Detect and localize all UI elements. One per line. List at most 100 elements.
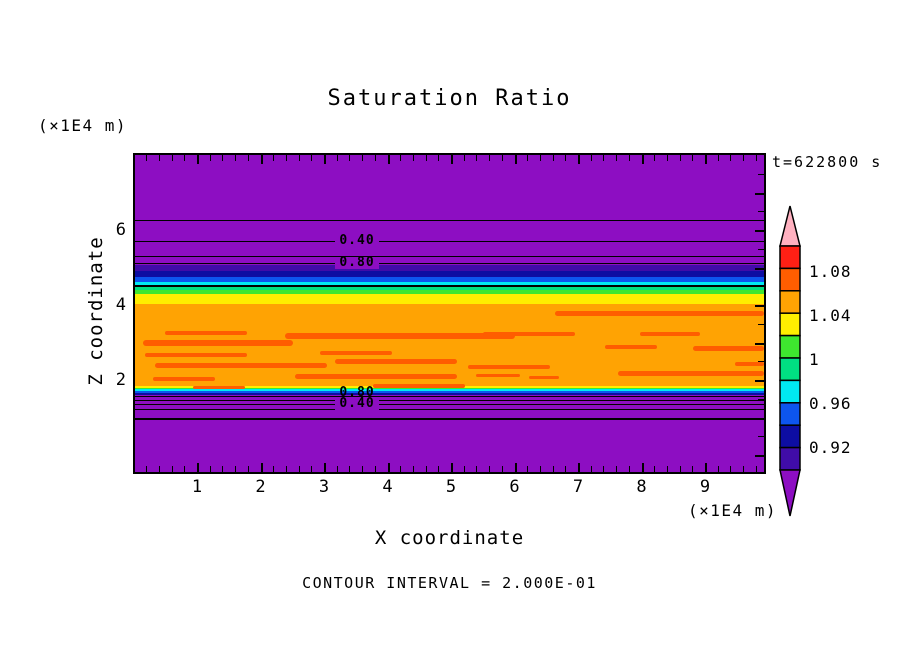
- x-axis-tick: [247, 466, 249, 472]
- x-axis-tick: [527, 466, 529, 472]
- contour-line: [135, 241, 764, 242]
- x-axis-label: X coordinate: [374, 527, 525, 549]
- x-axis-tick: [336, 155, 338, 161]
- x-axis-tick: [641, 155, 644, 164]
- color-band: [135, 392, 764, 395]
- x-axis-tick: [387, 155, 390, 164]
- x-axis-tick: [730, 466, 732, 472]
- saturation-streak: [640, 332, 700, 336]
- z-axis-tick: [755, 417, 764, 420]
- x-axis-tick: [755, 466, 757, 472]
- x-axis-tick: [514, 463, 517, 472]
- x-axis-tick: [501, 466, 503, 472]
- saturation-streak: [295, 374, 457, 379]
- x-tick-label: 3: [318, 477, 330, 497]
- x-axis-tick: [730, 155, 732, 161]
- z-axis-tick: [758, 398, 764, 400]
- x-axis-tick: [476, 155, 478, 161]
- x-axis-tick: [603, 466, 605, 472]
- x-axis-tick: [324, 463, 326, 472]
- x-axis-tick: [285, 466, 287, 472]
- z-axis-tick: [755, 342, 764, 345]
- x-axis-tick: [412, 466, 414, 472]
- contour-line: [135, 263, 764, 264]
- contour-line: [135, 409, 764, 410]
- x-axis-tick: [235, 466, 237, 472]
- x-axis-tick: [273, 155, 275, 161]
- contour-label: 0.80: [335, 256, 379, 269]
- x-tick-label: 8: [636, 477, 647, 497]
- x-axis-tick: [501, 155, 503, 161]
- color-band: [135, 294, 764, 304]
- x-axis-tick: [158, 155, 160, 161]
- x-axis-tick: [400, 466, 402, 472]
- x-axis-tick: [692, 466, 694, 472]
- x-tick-label: 2: [255, 477, 266, 497]
- x-axis-tick: [552, 466, 554, 472]
- saturation-streak: [285, 333, 515, 339]
- x-axis-tick: [438, 466, 440, 472]
- x-axis-tick: [578, 463, 580, 472]
- z-axis-tick: [758, 361, 764, 363]
- color-band: [135, 387, 764, 389]
- x-axis-tick: [311, 155, 313, 161]
- x-axis-tick: [641, 463, 644, 472]
- x-axis-tick: [197, 463, 199, 472]
- x-axis-tick: [412, 155, 414, 161]
- z-axis-tick: [755, 267, 764, 270]
- x-axis-tick: [616, 155, 618, 161]
- x-tick-label: 6: [509, 477, 520, 497]
- x-axis-tick: [717, 466, 719, 472]
- x-axis-tick: [298, 466, 300, 472]
- x-axis-unit-label: (×1E4 m): [688, 501, 778, 520]
- saturation-streak: [143, 340, 293, 346]
- x-axis-tick: [679, 155, 681, 161]
- x-axis-tick: [628, 466, 630, 472]
- z-axis-tick: [758, 323, 764, 325]
- color-band: [135, 390, 764, 393]
- x-axis-tick: [285, 155, 287, 161]
- contour-line: [135, 400, 764, 401]
- saturation-streak: [605, 345, 657, 349]
- x-axis-tick: [425, 155, 427, 161]
- x-axis-tick: [235, 155, 237, 161]
- x-axis-tick: [666, 155, 668, 161]
- color-band: [135, 290, 764, 294]
- x-axis-tick: [654, 466, 656, 472]
- color-band: [135, 277, 764, 282]
- x-axis-tick: [743, 466, 745, 472]
- x-axis-tick: [616, 466, 618, 472]
- x-axis-tick: [451, 463, 453, 472]
- z-axis-tick: [755, 230, 764, 232]
- x-axis-tick: [336, 466, 338, 472]
- z-tick-label-2: 2: [115, 370, 126, 390]
- saturation-streak: [483, 332, 575, 336]
- x-axis-tick: [349, 155, 351, 161]
- saturation-streak: [145, 353, 247, 357]
- x-axis-tick: [374, 155, 376, 161]
- saturation-streak: [320, 351, 392, 355]
- x-axis-tick: [209, 155, 211, 161]
- saturation-streak: [555, 311, 764, 316]
- colorbar-tick-label: 1.04: [809, 306, 852, 325]
- contour-label: 0.40: [335, 397, 379, 410]
- x-axis-tick: [146, 155, 148, 161]
- color-band: [135, 281, 764, 285]
- x-tick-label: 7: [572, 477, 584, 497]
- x-axis-tick: [298, 155, 300, 161]
- contour-line: [135, 396, 764, 397]
- plot-title: Saturation Ratio: [327, 86, 572, 111]
- contour-interval-note: CONTOUR INTERVAL = 2.000E-01: [302, 574, 597, 592]
- z-axis-tick: [755, 192, 764, 195]
- colorbar-tick-label: 1: [809, 350, 820, 369]
- z-axis-tick: [758, 211, 764, 213]
- saturation-streak: [735, 362, 764, 366]
- x-tick-label: 1: [191, 477, 203, 497]
- x-axis-tick: [705, 155, 707, 164]
- x-axis-tick: [539, 466, 541, 472]
- x-axis-tick: [171, 466, 173, 472]
- x-axis-tick: [603, 155, 605, 161]
- x-axis-tick: [171, 155, 173, 161]
- contour-label: 0.40: [335, 234, 379, 247]
- saturation-streak: [693, 346, 764, 351]
